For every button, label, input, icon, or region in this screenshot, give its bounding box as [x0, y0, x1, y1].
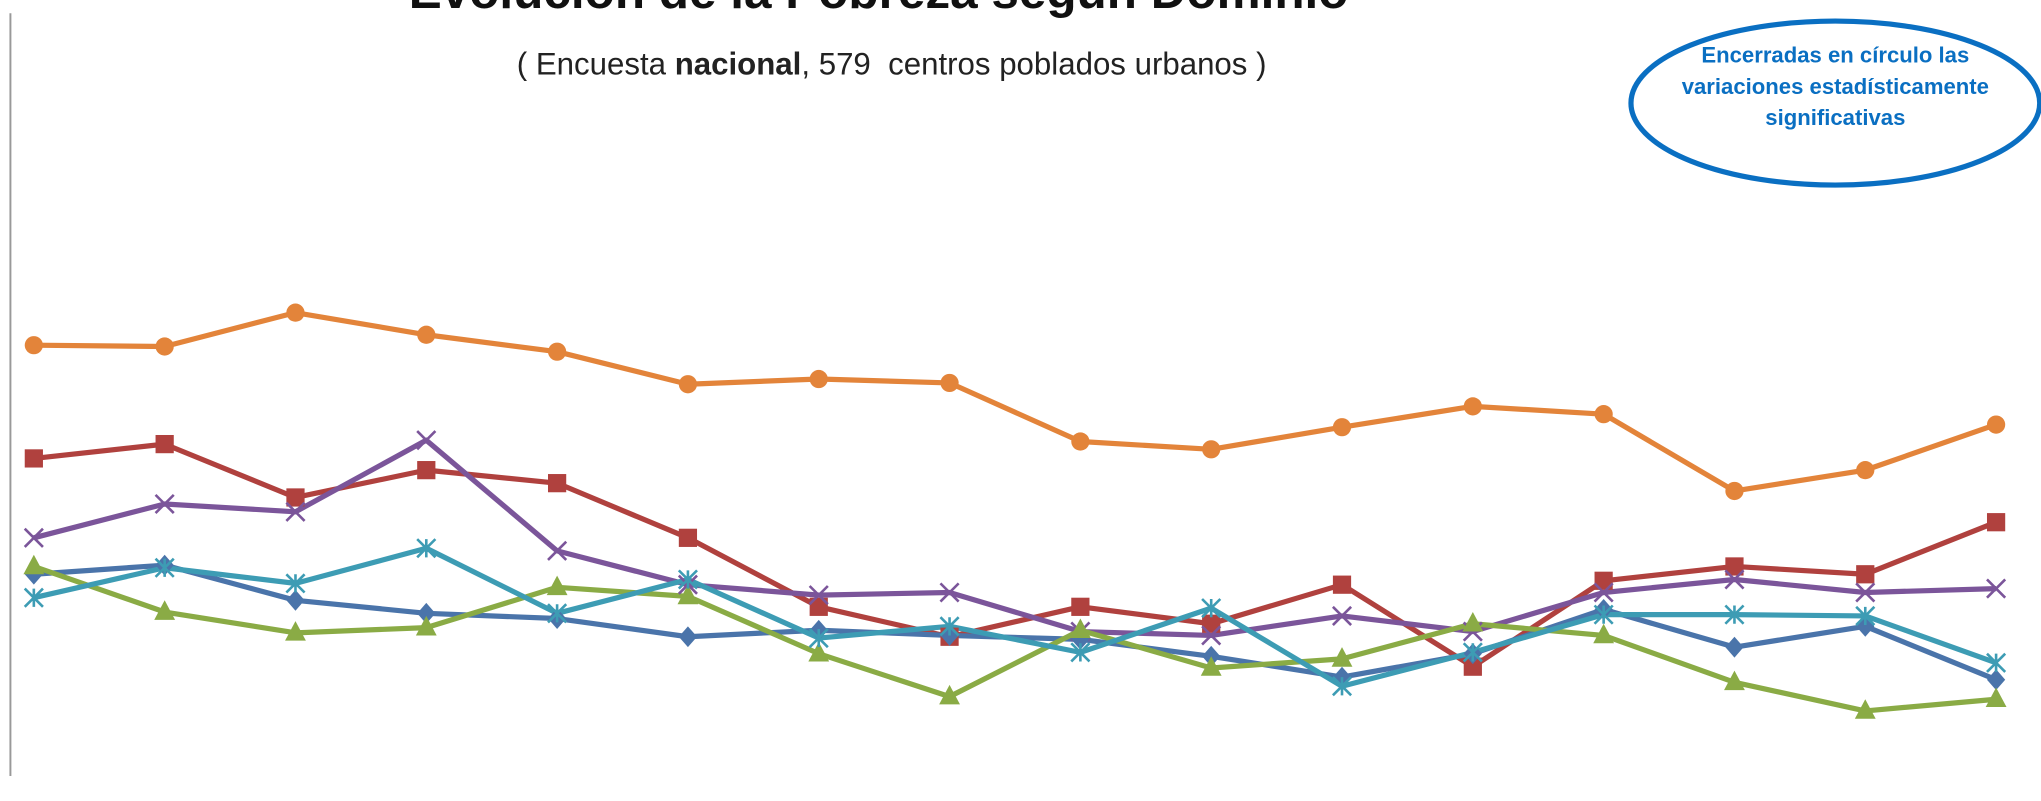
marker	[285, 621, 306, 641]
chart-title: Evolución de la Pobreza según Dominio	[409, 0, 1349, 19]
marker	[1200, 656, 1222, 676]
marker	[154, 600, 176, 620]
marker	[808, 641, 830, 662]
subtitle-text: , 579 centros poblados urbanos )	[801, 46, 1266, 81]
marker	[547, 474, 567, 493]
marker	[547, 540, 568, 561]
marker	[154, 557, 175, 578]
subtitle-bold: nacional	[675, 46, 802, 81]
marker	[285, 573, 306, 594]
marker	[1725, 636, 1744, 658]
series-line	[33, 441, 1998, 670]
marker	[939, 684, 960, 705]
marker	[1856, 461, 1875, 480]
marker	[1724, 569, 1745, 590]
marker	[1332, 418, 1352, 437]
marker	[1986, 669, 2006, 691]
marker	[1201, 598, 1222, 619]
annotation-line: significativas	[1765, 105, 1905, 130]
marker	[939, 616, 960, 637]
series-line	[33, 545, 1997, 689]
marker	[547, 342, 567, 361]
annotation-ellipse	[1628, 18, 2041, 188]
marker	[1725, 481, 1744, 501]
marker	[940, 373, 959, 393]
marker	[1594, 571, 1613, 590]
marker	[24, 449, 43, 468]
marker	[1725, 557, 1744, 576]
marker	[1202, 440, 1221, 459]
marker	[678, 626, 698, 648]
marker	[1854, 699, 1876, 719]
marker	[1593, 623, 1615, 644]
marker	[24, 336, 43, 355]
marker	[155, 337, 174, 356]
marker	[1462, 642, 1483, 663]
marker	[417, 461, 436, 480]
marker	[416, 538, 437, 559]
marker	[417, 602, 436, 624]
marker	[808, 628, 829, 649]
series-line	[33, 437, 1997, 639]
marker	[1986, 578, 2007, 599]
chart-subtitle: ( Encuesta nacional, 579 centros poblado…	[517, 46, 1267, 81]
marker	[286, 589, 305, 611]
annotation: Encerradas en círculo las variaciones est…	[1682, 43, 1989, 130]
marker	[677, 569, 698, 590]
marker	[1331, 676, 1353, 697]
marker	[1331, 647, 1353, 667]
marker	[1855, 582, 1876, 603]
marker	[809, 369, 828, 389]
subtitle-text: ( Encuesta	[517, 46, 675, 81]
marker	[417, 325, 436, 344]
marker	[1856, 565, 1875, 584]
marker	[286, 488, 305, 507]
marker	[286, 303, 305, 322]
marker	[1070, 642, 1091, 663]
marker	[1069, 618, 1091, 639]
marker	[1201, 625, 1222, 646]
marker	[1463, 397, 1482, 416]
marker	[678, 528, 698, 547]
marker	[1332, 575, 1352, 594]
series-line	[33, 310, 1997, 494]
annotation-line: Encerradas en círculo las	[1701, 43, 1969, 68]
marker	[1071, 597, 1090, 616]
marker	[1724, 604, 1745, 625]
marker	[547, 603, 568, 624]
marker	[1462, 612, 1484, 632]
marker	[1331, 605, 1353, 626]
marker	[1593, 582, 1614, 603]
marker	[1855, 605, 1876, 626]
marker	[23, 587, 44, 608]
marker	[809, 597, 828, 616]
marker	[285, 501, 306, 522]
marker	[1594, 405, 1613, 424]
marker	[154, 493, 175, 515]
marker	[808, 585, 829, 606]
marker	[677, 584, 699, 605]
marker	[546, 575, 568, 596]
marker	[939, 582, 960, 603]
marker	[23, 527, 44, 548]
marker	[155, 434, 174, 454]
marker	[1986, 513, 2006, 532]
marker	[678, 375, 698, 394]
marker	[1985, 687, 2007, 708]
marker	[1463, 657, 1482, 676]
marker	[1202, 614, 1221, 633]
marker	[1724, 670, 1745, 691]
marker	[1986, 415, 2006, 434]
marker	[415, 615, 437, 636]
marker	[1986, 652, 2007, 673]
annotation-line: variaciones estadísticamente	[1682, 74, 1989, 99]
marker	[1071, 432, 1090, 451]
series-line	[32, 564, 1997, 714]
marker	[23, 554, 45, 575]
marker	[416, 430, 437, 451]
marker	[1593, 604, 1614, 625]
